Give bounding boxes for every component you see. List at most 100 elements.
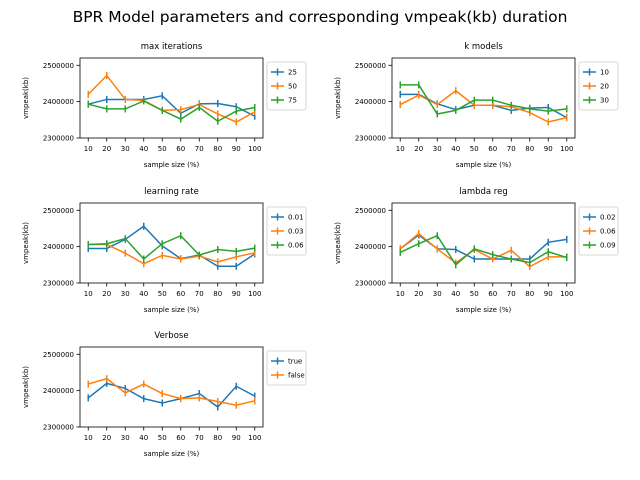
x-tick-label: 40 — [139, 290, 148, 298]
x-tick-label: 60 — [176, 290, 185, 298]
x-tick-label: 20 — [414, 290, 423, 298]
legend-entry: 10 — [600, 69, 609, 77]
y-tick-label: 2500000 — [43, 207, 74, 215]
x-tick-label: 30 — [121, 434, 130, 442]
x-tick-label: 40 — [139, 145, 148, 153]
x-axis-label: sample size (%) — [144, 161, 200, 169]
series-line-75 — [88, 100, 255, 123]
plot-frame — [391, 57, 576, 139]
x-tick-label: 70 — [195, 145, 204, 153]
x-tick-label: 20 — [102, 290, 111, 298]
x-tick-label: 80 — [213, 290, 222, 298]
legend-entry: 0.09 — [600, 242, 616, 250]
x-tick-label: 30 — [121, 290, 130, 298]
legend-entry: 0.03 — [288, 228, 304, 236]
x-axis-label: sample size (%) — [144, 306, 200, 314]
x-tick-label: 50 — [158, 434, 167, 442]
legend-entry: 50 — [288, 83, 297, 91]
series-line-25 — [88, 95, 256, 117]
subplot-title: lambda reg — [459, 187, 508, 197]
y-tick-label: 2500000 — [355, 62, 386, 70]
plot-frame — [79, 346, 264, 428]
series-line-0.09 — [399, 234, 567, 266]
legend-entry: 75 — [288, 97, 297, 105]
y-tick-label: 2400000 — [43, 387, 74, 395]
subplot-4: lambda reg 10 20 30 40 50 60 70 80 90 100 2300000 24… — [334, 187, 619, 314]
x-tick-label: 20 — [102, 434, 111, 442]
y-tick-label: 2500000 — [43, 351, 74, 359]
x-tick-label: 40 — [451, 290, 460, 298]
x-tick-label: 60 — [488, 145, 497, 153]
legend-entry: 0.06 — [600, 228, 616, 236]
x-tick-label: 20 — [414, 145, 423, 153]
y-axis-label: vmpeak(kb) — [334, 222, 342, 264]
y-tick-label: 2400000 — [355, 243, 386, 251]
x-tick-label: 90 — [232, 290, 241, 298]
legend-entry: 30 — [600, 97, 609, 105]
x-tick-label: 10 — [396, 145, 405, 153]
x-tick-label: 90 — [544, 290, 553, 298]
y-tick-label: 2300000 — [355, 280, 386, 288]
x-tick-label: 80 — [213, 145, 222, 153]
subplot-2: k models 10 20 30 40 50 60 70 80 90 100 2300000 2400… — [334, 42, 619, 169]
subplot-3: learning rate 10 20 30 40 50 60 70 80 90 100 230000… — [22, 187, 307, 314]
plot-frame — [79, 57, 264, 139]
plot-frame — [79, 202, 264, 284]
series-line-30 — [400, 84, 567, 115]
x-tick-label: 50 — [470, 145, 479, 153]
y-tick-label: 2300000 — [43, 424, 74, 432]
x-tick-label: 100 — [248, 145, 261, 153]
legend-entry: 0.02 — [600, 214, 616, 222]
y-axis-label: vmpeak(kb) — [22, 222, 30, 264]
legend-entry: 20 — [600, 83, 609, 91]
legend-entry: 25 — [288, 69, 297, 77]
x-tick-label: 90 — [232, 145, 241, 153]
x-tick-label: 100 — [560, 145, 573, 153]
x-tick-label: 70 — [507, 290, 516, 298]
plot-frame — [391, 202, 576, 284]
y-tick-label: 2300000 — [355, 135, 386, 143]
y-tick-label: 2300000 — [43, 280, 74, 288]
x-tick-label: 70 — [507, 145, 516, 153]
x-tick-label: 50 — [158, 290, 167, 298]
x-tick-label: 80 — [213, 434, 222, 442]
x-tick-label: 100 — [248, 290, 261, 298]
y-tick-label: 2500000 — [355, 207, 386, 215]
y-axis-label: vmpeak(kb) — [22, 366, 30, 408]
legend — [266, 350, 307, 386]
series-line-0.03 — [88, 243, 255, 265]
x-tick-label: 30 — [433, 145, 442, 153]
x-tick-label: 80 — [525, 290, 534, 298]
series-line-false — [88, 377, 255, 406]
series-line-50 — [87, 74, 256, 123]
x-tick-label: 30 — [121, 145, 130, 153]
y-tick-label: 2400000 — [43, 243, 74, 251]
x-tick-label: 70 — [195, 434, 204, 442]
y-tick-label: 2500000 — [43, 62, 74, 70]
x-tick-label: 80 — [525, 145, 534, 153]
legend-entry: 0.06 — [288, 242, 304, 250]
x-tick-label: 90 — [232, 434, 241, 442]
x-tick-label: 60 — [488, 290, 497, 298]
y-tick-label: 2300000 — [43, 135, 74, 143]
subplot-title: Verbose — [154, 331, 188, 341]
x-tick-label: 60 — [176, 145, 185, 153]
series-line-0.06 — [399, 232, 567, 268]
x-tick-label: 50 — [470, 290, 479, 298]
series-line-0.06 — [88, 234, 255, 261]
y-axis-label: vmpeak(kb) — [334, 77, 342, 119]
x-axis-label: sample size (%) — [144, 450, 200, 458]
subplot-title: max iterations — [141, 42, 203, 52]
x-tick-label: 10 — [396, 290, 405, 298]
x-tick-label: 100 — [248, 434, 261, 442]
x-axis-label: sample size (%) — [456, 161, 512, 169]
x-tick-label: 20 — [102, 145, 111, 153]
x-tick-label: 10 — [84, 145, 93, 153]
legend-entry: true — [288, 358, 302, 366]
y-tick-label: 2400000 — [43, 98, 74, 106]
x-tick-label: 10 — [84, 434, 93, 442]
x-tick-label: 60 — [176, 434, 185, 442]
x-tick-label: 100 — [560, 290, 573, 298]
